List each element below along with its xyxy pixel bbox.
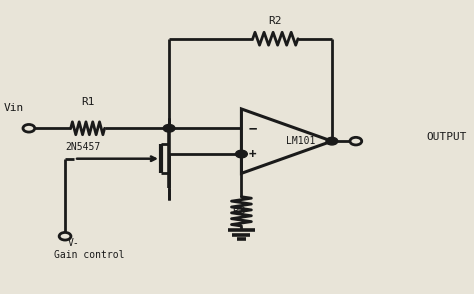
- Text: +: +: [249, 148, 256, 161]
- Text: LM101: LM101: [285, 136, 315, 146]
- Text: −: −: [248, 121, 257, 135]
- Text: 2N5457: 2N5457: [65, 142, 100, 152]
- Text: OUTPUT: OUTPUT: [427, 132, 467, 142]
- Circle shape: [236, 150, 247, 158]
- Text: R2: R2: [269, 16, 282, 26]
- Text: R1: R1: [81, 98, 94, 108]
- Circle shape: [326, 137, 338, 145]
- Text: Gain control: Gain control: [54, 250, 124, 260]
- Text: Vin: Vin: [4, 103, 24, 113]
- Text: R3: R3: [232, 206, 246, 216]
- Circle shape: [163, 124, 175, 132]
- Text: V-: V-: [67, 238, 79, 248]
